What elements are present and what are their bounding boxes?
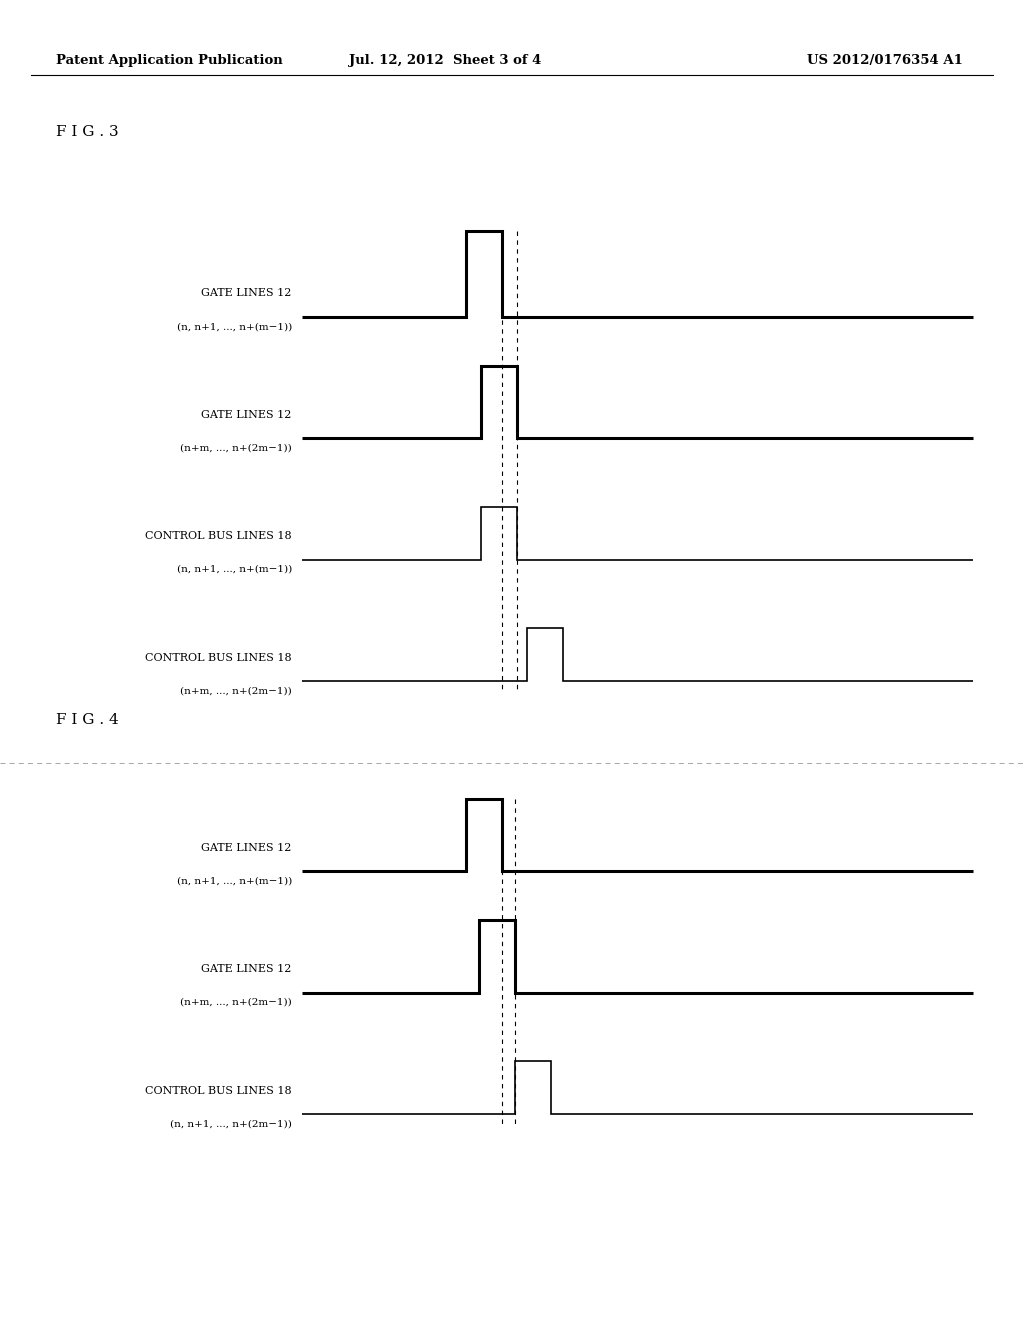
Text: (n+m, ..., n+(2m−1)): (n+m, ..., n+(2m−1)) xyxy=(180,444,292,453)
Text: CONTROL BUS LINES 18: CONTROL BUS LINES 18 xyxy=(145,652,292,663)
Text: GATE LINES 12: GATE LINES 12 xyxy=(202,964,292,974)
Text: F I G . 4: F I G . 4 xyxy=(56,713,119,727)
Text: Jul. 12, 2012  Sheet 3 of 4: Jul. 12, 2012 Sheet 3 of 4 xyxy=(349,54,542,67)
Text: GATE LINES 12: GATE LINES 12 xyxy=(202,288,292,298)
Text: (n, n+1, ..., n+(m−1)): (n, n+1, ..., n+(m−1)) xyxy=(176,876,292,886)
Text: Patent Application Publication: Patent Application Publication xyxy=(56,54,283,67)
Text: (n, n+1, ..., n+(2m−1)): (n, n+1, ..., n+(2m−1)) xyxy=(170,1119,292,1129)
Text: (n, n+1, ..., n+(m−1)): (n, n+1, ..., n+(m−1)) xyxy=(176,322,292,331)
Text: (n+m, ..., n+(2m−1)): (n+m, ..., n+(2m−1)) xyxy=(180,686,292,696)
Text: CONTROL BUS LINES 18: CONTROL BUS LINES 18 xyxy=(145,531,292,541)
Text: GATE LINES 12: GATE LINES 12 xyxy=(202,842,292,853)
Text: GATE LINES 12: GATE LINES 12 xyxy=(202,409,292,420)
Text: (n+m, ..., n+(2m−1)): (n+m, ..., n+(2m−1)) xyxy=(180,998,292,1007)
Text: US 2012/0176354 A1: US 2012/0176354 A1 xyxy=(807,54,963,67)
Text: (n, n+1, ..., n+(m−1)): (n, n+1, ..., n+(m−1)) xyxy=(176,565,292,574)
Text: F I G . 3: F I G . 3 xyxy=(56,125,119,140)
Text: CONTROL BUS LINES 18: CONTROL BUS LINES 18 xyxy=(145,1085,292,1096)
